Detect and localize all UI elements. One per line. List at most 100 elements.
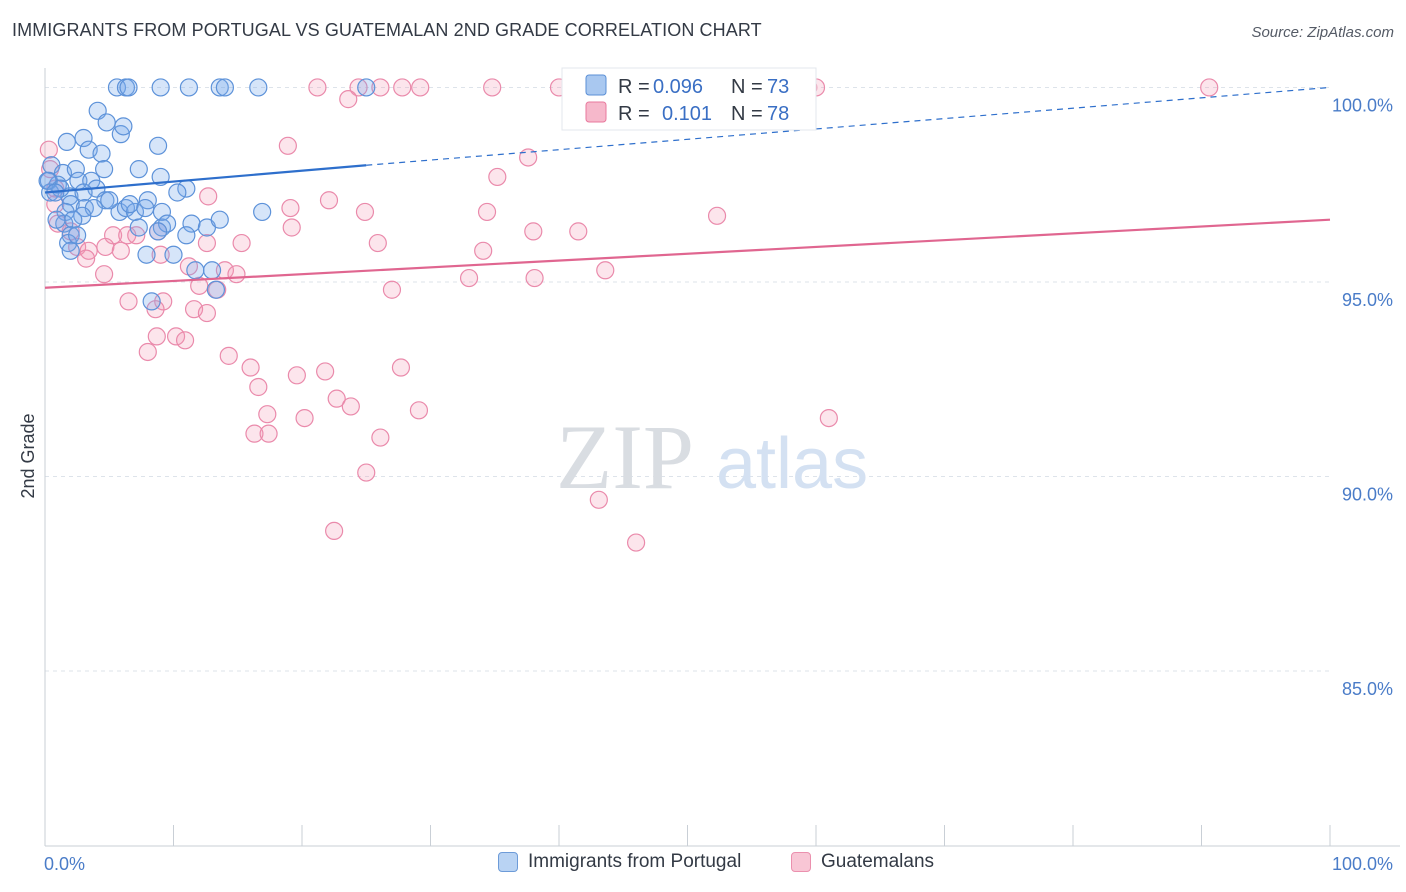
point-guatemalans-73 (819, 409, 838, 428)
point-guatemalans-61 (138, 342, 157, 362)
point-portugal-60 (164, 245, 183, 264)
point-portugal-17 (114, 117, 133, 136)
point-guatemalans-41 (77, 249, 96, 268)
legend-top-n-value-portugal: 73 (767, 76, 789, 98)
point-portugal-70 (168, 183, 187, 202)
y-tick-label-3: 85.0% (1342, 679, 1393, 699)
point-guatemalans-75 (259, 424, 278, 443)
point-guatemalans-64 (287, 366, 306, 385)
point-guatemalans-18 (281, 198, 300, 218)
point-guatemalans-4 (411, 78, 430, 97)
point-portugal-65 (142, 292, 161, 311)
point-portugal-16 (148, 136, 168, 155)
legend-top-swatch-guatemalans (585, 101, 607, 123)
trend-line-portugal (44, 164, 367, 194)
point-guatemalans-67 (249, 377, 268, 397)
point-portugal-21 (95, 160, 114, 179)
point-portugal-63 (47, 210, 66, 229)
point-guatemalans-74 (245, 424, 264, 443)
axes (44, 68, 1400, 847)
point-guatemalans-63 (241, 358, 260, 377)
point-guatemalans-80 (626, 533, 646, 552)
point-portugal-66 (206, 280, 226, 299)
point-guatemalans-33 (197, 233, 217, 253)
point-portugal-47 (64, 210, 83, 229)
point-portugal-20 (66, 160, 85, 179)
legend-top-r-label-guatemalans: R = (618, 103, 650, 125)
point-guatemalans-38 (96, 237, 115, 257)
point-guatemalans-29 (282, 218, 301, 237)
point-guatemalans-40 (151, 245, 170, 264)
point-guatemalans-35 (368, 233, 387, 253)
point-portugal-62 (202, 261, 222, 280)
legend-top-n-label-portugal: N = (731, 76, 763, 98)
point-guatemalans-46 (95, 265, 114, 284)
point-portugal-45 (73, 206, 92, 225)
point-guatemalans-76 (371, 428, 390, 447)
point-guatemalans-45 (227, 265, 246, 284)
point-guatemalans-12 (278, 136, 297, 155)
point-guatemalans-21 (477, 202, 497, 222)
point-guatemalans-60 (175, 331, 195, 350)
point-portugal-13 (74, 128, 93, 148)
point-portugal-52 (210, 210, 229, 229)
source-credit: Source: ZipAtlas.com (1251, 24, 1394, 41)
point-portugal-2 (119, 78, 138, 97)
point-guatemalans-68 (327, 389, 346, 408)
x-tick-label-1: 100.0% (1332, 854, 1393, 874)
legend-item-portugal[interactable]: Immigrants from Portugal (498, 851, 741, 873)
point-guatemalans-72 (295, 409, 314, 428)
point-guatemalans-66 (391, 358, 411, 377)
legend-top-r-label-portugal: R = (618, 76, 650, 98)
legend-swatch-guatemalans (791, 852, 811, 872)
legend-item-guatemalans[interactable]: Guatemalans (791, 851, 934, 873)
point-guatemalans-10 (339, 90, 358, 109)
point-guatemalans-78 (589, 490, 608, 509)
point-guatemalans-11 (39, 140, 58, 159)
legend-top: R = 0.096 N = 73 R = 0.101 N = 78 (561, 67, 817, 131)
point-portugal-23 (151, 167, 170, 187)
point-portugal-12 (57, 132, 76, 152)
y-tick-label-0: 100.0% (1332, 95, 1393, 115)
legend-top-n-label-guatemalans: N = (731, 103, 763, 125)
point-guatemalans-62 (219, 346, 238, 365)
point-guatemalans-53 (119, 292, 138, 311)
point-portugal-69 (120, 195, 139, 214)
point-guatemalans-70 (409, 401, 429, 420)
point-portugal-7 (249, 78, 268, 97)
y-tick-label-1: 95.0% (1342, 290, 1393, 310)
point-guatemalans-57 (197, 303, 217, 323)
point-guatemalans-3 (393, 78, 412, 97)
point-portugal-64 (68, 226, 87, 245)
point-guatemalans-48 (525, 268, 544, 288)
point-guatemalans-49 (596, 261, 615, 280)
legend-top-swatch-portugal (585, 74, 607, 96)
legend-bottom: Immigrants from Portugal Guatemalans (0, 851, 1406, 879)
point-guatemalans-52 (382, 280, 402, 299)
point-guatemalans-34 (232, 233, 251, 253)
point-guatemalans-2 (371, 78, 390, 97)
point-guatemalans-14 (488, 167, 507, 187)
watermark-atlas: atlas (716, 424, 868, 504)
point-portugal-6 (215, 78, 234, 97)
legend-label-portugal: Immigrants from Portugal (528, 851, 742, 872)
point-portugal-22 (129, 160, 148, 179)
y-tick-label-2: 90.0% (1342, 484, 1393, 504)
point-portugal-3 (151, 78, 170, 97)
point-guatemalans-58 (147, 327, 166, 346)
point-portugal-58 (177, 226, 196, 245)
legend-top-r-value-portugal: 0.096 (653, 76, 703, 98)
tick-labels: 100.0% 95.0% 90.0% 85.0% 0.0% 100.0% (44, 95, 1393, 874)
point-guatemalans-79 (325, 521, 344, 541)
point-portugal-71 (100, 191, 119, 210)
point-portugal-10 (97, 113, 116, 132)
point-portugal-43 (253, 202, 272, 222)
legend-swatch-portugal (498, 852, 518, 872)
watermark: ZIP atlas (556, 406, 868, 508)
y-axis-label: 2nd Grade (18, 413, 38, 498)
point-guatemalans-9 (1200, 78, 1219, 97)
point-guatemalans-19 (319, 191, 339, 210)
point-guatemalans-13 (519, 148, 538, 167)
point-guatemalans-31 (569, 222, 588, 241)
grid (45, 86, 1330, 672)
